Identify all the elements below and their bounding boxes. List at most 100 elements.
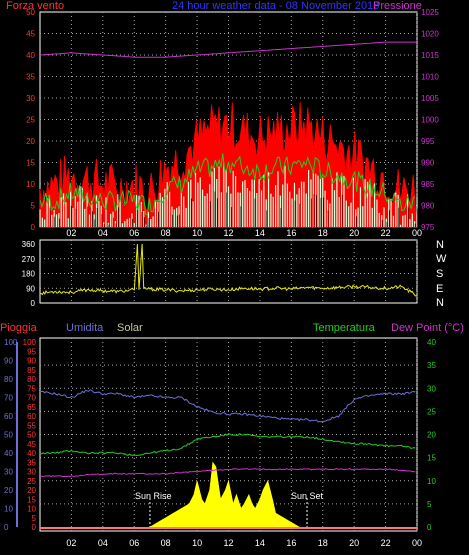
- wind-x-tick-label: 18: [318, 228, 328, 238]
- temp-x-tick-label: 16: [286, 538, 296, 548]
- rain-y-tick-label: 85: [27, 366, 36, 375]
- rain-y-tick-label: 70: [27, 394, 36, 403]
- pressure-y-tick-label: 985: [421, 180, 435, 189]
- rain-y-tick-label: 60: [27, 412, 36, 421]
- rain-y-tick-label: 90: [27, 357, 36, 366]
- axes-labels: 0510152025303540455097598098599099510001…: [4, 8, 439, 532]
- temp-x-tick-label: 12: [223, 538, 233, 548]
- pressure-y-tick-label: 1020: [421, 30, 439, 39]
- pressure-y-tick-label: 1025: [421, 8, 439, 17]
- direction-y-tick-label: 0: [31, 299, 36, 308]
- solar-title: Solar: [117, 322, 143, 334]
- dewpoint-line: [39, 468, 416, 478]
- rain-y-tick-label: 40: [27, 449, 36, 458]
- wind-x-tick-label: 06: [129, 228, 139, 238]
- compass-n-bottom: N: [436, 297, 444, 309]
- temp-y-tick-label: 25: [427, 407, 436, 416]
- temp-y-tick-label: 0: [427, 523, 432, 532]
- rain-y-tick-label: 0: [32, 523, 37, 532]
- pressure-y-tick-label: 1005: [421, 94, 439, 103]
- sunrise-annotation: Sun Rise: [135, 491, 172, 501]
- pressure-line: [39, 41, 417, 58]
- wind-y-tick-label: 50: [26, 8, 35, 17]
- wind-y-tick-label: 15: [26, 159, 35, 168]
- rain-y-tick-label: 55: [27, 421, 36, 430]
- humidity-y-tick-label: 70: [4, 394, 13, 403]
- rain-y-tick-label: 30: [27, 468, 36, 477]
- temp-x-tick-label: 04: [98, 538, 108, 548]
- rain-y-tick-label: 100: [23, 338, 37, 347]
- humidity-y-tick-label: 60: [4, 412, 13, 421]
- temp-y-tick-label: 5: [427, 500, 432, 509]
- pressure-y-tick-label: 975: [421, 223, 435, 232]
- pressure-y-tick-label: 990: [421, 159, 435, 168]
- humidity-y-tick-label: 80: [4, 375, 13, 384]
- wind-x-tick-label: 08: [161, 228, 171, 238]
- temp-y-tick-label: 30: [427, 384, 436, 393]
- humidity-y-tick-label: 10: [4, 505, 13, 514]
- wind-y-tick-label: 30: [26, 94, 35, 103]
- rain-y-tick-label: 45: [27, 440, 36, 449]
- pressure-y-tick-label: 980: [421, 202, 435, 211]
- temp-x-tick-label: 02: [66, 538, 76, 548]
- wind-x-tick-label: 14: [255, 228, 265, 238]
- wind-y-tick-label: 25: [26, 116, 35, 125]
- temp-y-tick-label: 15: [427, 454, 436, 463]
- temp-y-tick-label: 35: [427, 361, 436, 370]
- solar-area: [149, 461, 301, 528]
- rain-y-tick-label: 25: [27, 477, 36, 486]
- wind-plot: 02 04 06 08 10 12 14 16 18 20 22 00: [39, 12, 422, 238]
- wind-axis-title: Forza vento: [6, 0, 65, 12]
- wind-x-tick-label: 12: [223, 228, 233, 238]
- temp-x-tick-label: 22: [381, 538, 391, 548]
- sunset-annotation: Sun Set: [291, 491, 324, 501]
- wind-y-tick-label: 45: [26, 30, 35, 39]
- humidity-y-tick-label: 90: [4, 357, 13, 366]
- temp-y-tick-label: 40: [427, 338, 436, 347]
- wind-y-tick-label: 40: [26, 51, 35, 60]
- pressure-y-tick-label: 1010: [421, 73, 439, 82]
- rain-y-tick-label: 75: [27, 384, 36, 393]
- wind-x-tick-label: 04: [98, 228, 108, 238]
- rain-y-tick-label: 20: [27, 486, 36, 495]
- direction-y-tick-label: 360: [22, 240, 36, 249]
- humidity-y-tick-label: 20: [4, 486, 13, 495]
- wind-x-tick-label: 10: [192, 228, 202, 238]
- humidity-y-tick-label: 100: [4, 338, 18, 347]
- temp-y-tick-label: 20: [427, 431, 436, 440]
- rain-y-tick-label: 80: [27, 375, 36, 384]
- wind-x-tick-label: 02: [66, 228, 76, 238]
- pressure-y-tick-label: 995: [421, 137, 435, 146]
- wind-y-tick-label: 10: [26, 180, 35, 189]
- temp-x-tick-label: 18: [318, 538, 328, 548]
- humidity-y-tick-label: 30: [4, 468, 13, 477]
- temp-x-tick-label: 14: [255, 538, 265, 548]
- humidity-y-tick-label: 40: [4, 449, 13, 458]
- temperature-line: [39, 432, 416, 457]
- wind-direction-line: [39, 243, 418, 297]
- wind-average-line: [39, 153, 416, 216]
- wind-y-tick-label: 0: [31, 223, 36, 232]
- direction-y-tick-label: 180: [22, 270, 36, 279]
- wind-x-tick-label: 16: [286, 228, 296, 238]
- rain-y-tick-label: 95: [27, 347, 36, 356]
- rain-y-tick-label: 65: [27, 403, 36, 412]
- direction-panel-frame: [39, 239, 418, 304]
- pressure-axis-title: Pressione: [373, 0, 422, 12]
- temperature-plot: 02 04 06 08 10 12 14 16 18 20 22 00: [39, 338, 422, 548]
- temp-x-tick-label: 20: [349, 538, 359, 548]
- temp-y-tick-label: 10: [427, 477, 436, 486]
- temp-x-tick-label: 06: [129, 538, 139, 548]
- wind-x-tick-label: 20: [349, 228, 359, 238]
- humidity-line: [39, 389, 416, 423]
- rain-y-tick-label: 50: [27, 431, 36, 440]
- compass-n-top: N: [436, 239, 444, 251]
- temperature-axis-title: Temperatura: [313, 322, 375, 334]
- compass-e: E: [436, 283, 444, 295]
- direction-plot: [39, 240, 418, 303]
- temp-x-tick-label: 08: [161, 538, 171, 548]
- rain-y-tick-label: 35: [27, 458, 36, 467]
- compass-w: W: [436, 253, 447, 265]
- direction-y-tick-label: 270: [22, 255, 36, 264]
